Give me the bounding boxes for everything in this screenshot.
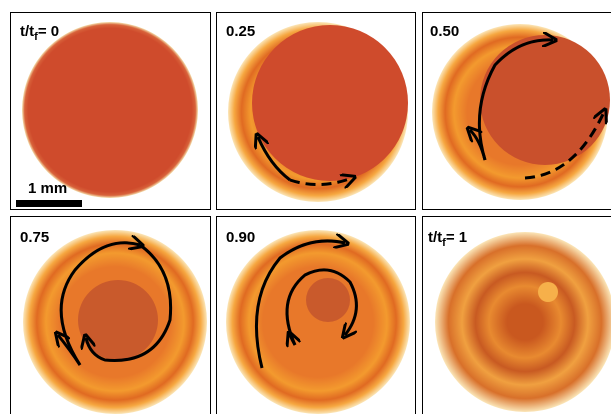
label-main: t/t <box>20 23 34 40</box>
droplet <box>22 22 198 198</box>
scale-label: 1 mm <box>28 180 67 197</box>
droplet-core <box>306 278 350 322</box>
droplet-core <box>252 25 408 181</box>
droplet <box>226 230 410 414</box>
label-main: t/t <box>428 229 442 246</box>
panel-label: 0.50 <box>430 23 459 40</box>
panel-label: t/tf= 1 <box>428 229 467 249</box>
panel-label: 0.75 <box>20 229 49 246</box>
droplet-core <box>538 282 558 302</box>
label-rest: = 0 <box>38 23 59 40</box>
scale-bar <box>16 200 82 207</box>
page: 1 mm t/tf= 0 0.25 0.50 0.75 0.90 t/tf= 1… <box>0 0 611 414</box>
panel-label: 0.25 <box>226 23 255 40</box>
panel-label: t/tf= 0 <box>20 23 59 43</box>
panel-label: 0.90 <box>226 229 255 246</box>
droplet <box>435 232 611 412</box>
label-rest: = 1 <box>446 229 467 246</box>
figure: 1 mm t/tf= 0 0.25 0.50 0.75 0.90 t/tf= 1 <box>0 0 611 414</box>
droplet-core <box>480 35 610 165</box>
